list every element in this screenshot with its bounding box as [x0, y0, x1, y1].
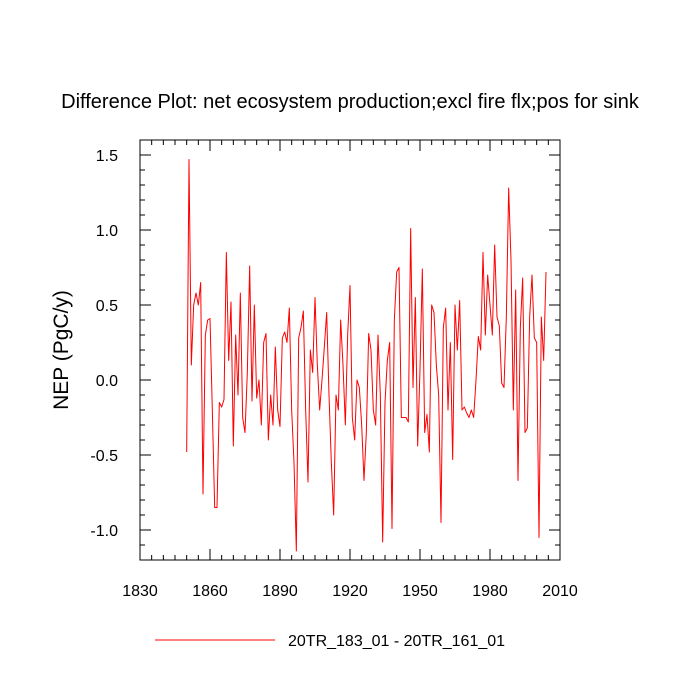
x-tick-label: 1920 — [332, 583, 368, 600]
y-tick-label: 1.0 — [96, 223, 118, 240]
y-tick-label: -1.0 — [90, 523, 118, 540]
chart-title: Difference Plot: net ecosystem productio… — [61, 91, 640, 113]
y-tick-label: 0.5 — [96, 298, 118, 315]
ticks-layer: 1830 1860 1890 1920 1950 1980 2010 1.5 1.0 0.5 0.0… — [90, 139, 578, 600]
legend: 20TR_183_01 - 20TR_161_01 — [155, 633, 505, 650]
y-tick-label: 0.0 — [96, 373, 118, 390]
x-tick-label: 1980 — [472, 583, 508, 600]
series-layer — [186, 159, 547, 552]
y-tick-label: 1.5 — [96, 148, 118, 165]
y-axis-label: NEP (PgC/y) — [50, 290, 73, 410]
legend-label: 20TR_183_01 - 20TR_161_01 — [288, 633, 505, 650]
x-tick-label: 1890 — [262, 583, 298, 600]
y-tick-label: -0.5 — [90, 448, 118, 465]
x-tick-label: 1830 — [122, 583, 158, 600]
axes-layer — [139, 139, 561, 561]
x-tick-label: 1860 — [192, 583, 228, 600]
x-tick-label: 2010 — [542, 583, 578, 600]
y-axis-label-group: NEP (PgC/y) — [50, 290, 73, 410]
plot-frame — [139, 139, 561, 561]
series-line — [186, 159, 547, 552]
x-tick-label: 1950 — [402, 583, 438, 600]
